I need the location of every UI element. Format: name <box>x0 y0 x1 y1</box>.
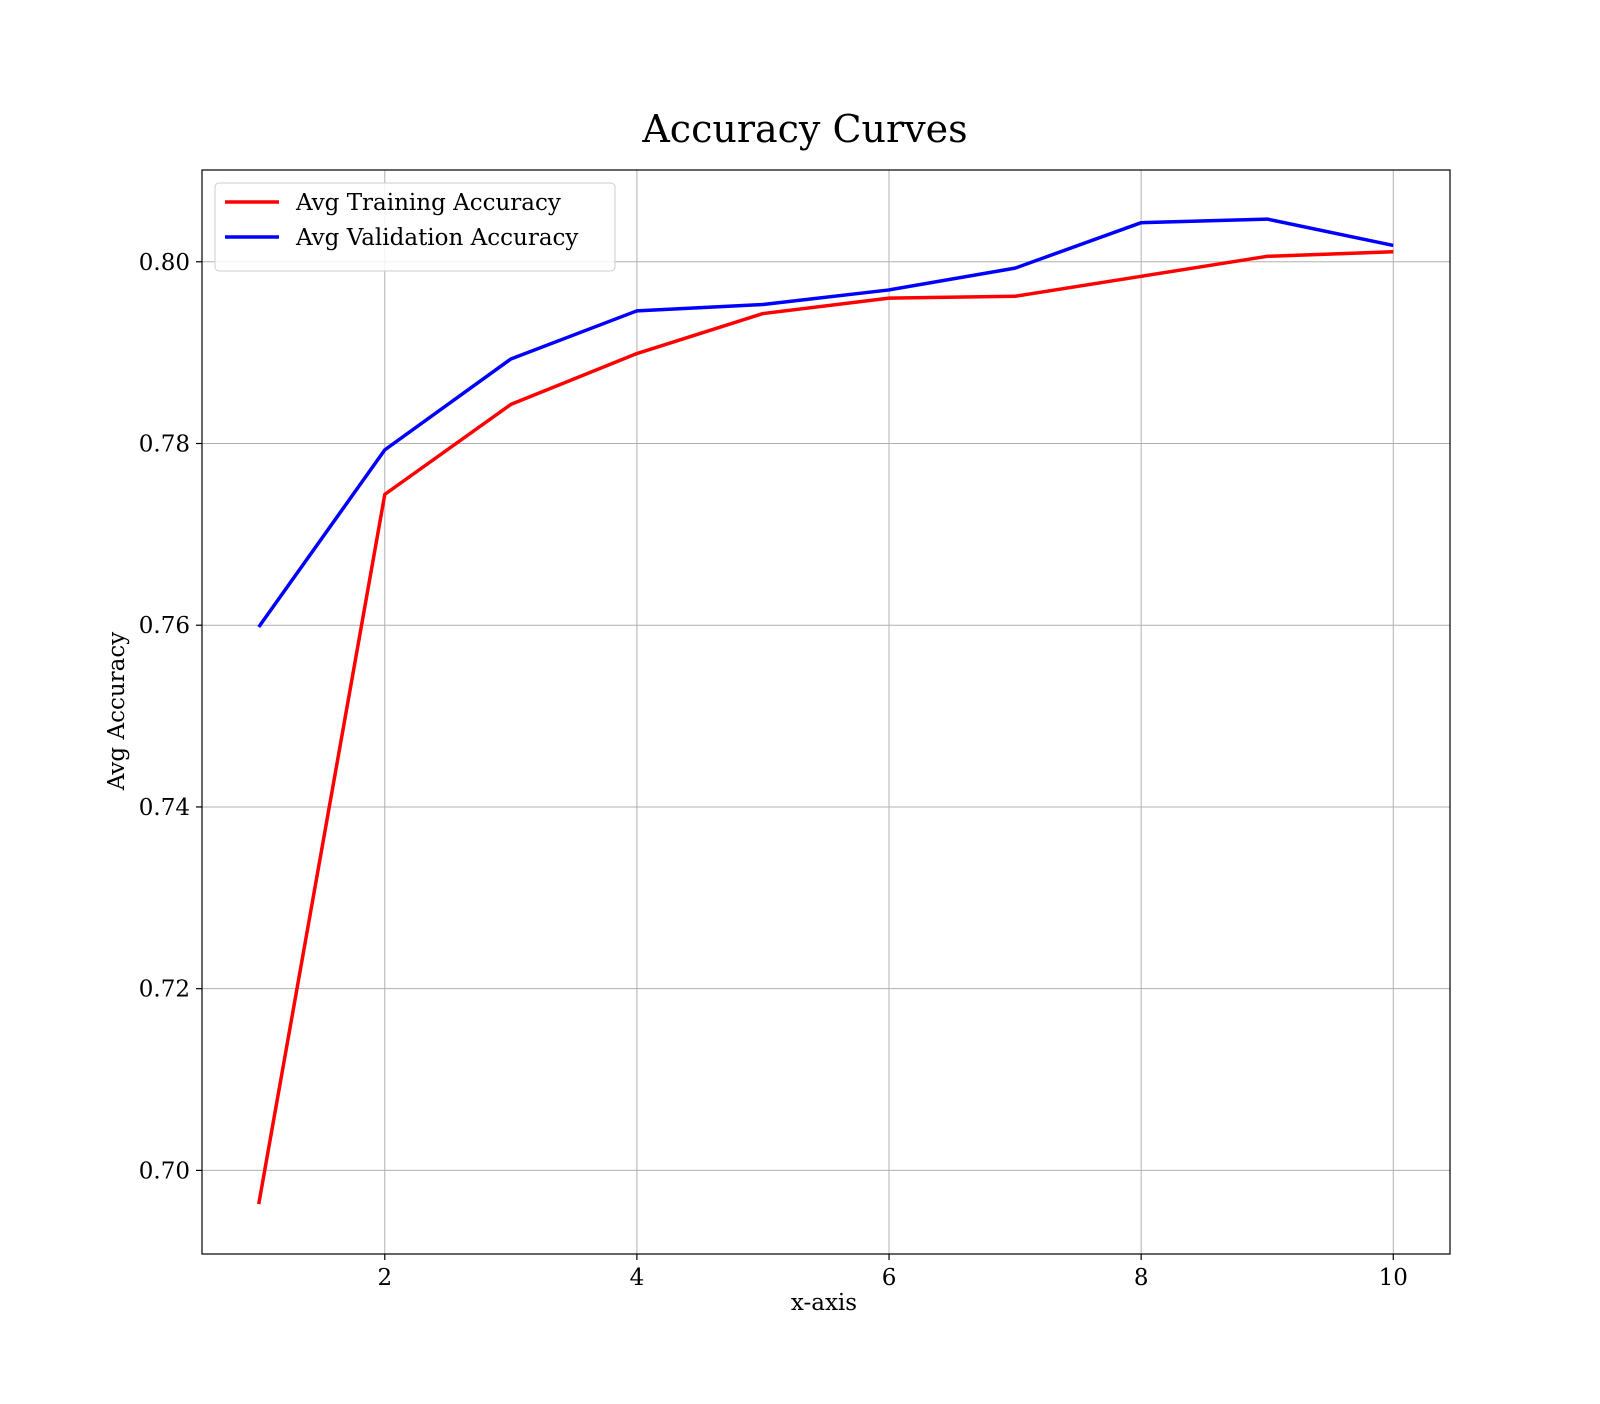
legend-label: Avg Training Accuracy <box>295 190 561 216</box>
x-tick-label: 4 <box>630 1265 645 1291</box>
legend-box <box>214 182 616 272</box>
plot-frame <box>201 169 1451 1255</box>
y-tick-label: 0.72 <box>139 977 190 1003</box>
y-tick-label: 0.78 <box>139 431 190 457</box>
axes <box>196 169 1451 1260</box>
y-tick-label: 0.80 <box>139 250 190 276</box>
y-tick-label: 0.76 <box>139 613 190 639</box>
legend: Avg Training Accuracy Avg Validation Accu… <box>214 182 616 272</box>
series-line-2 <box>257 217 1394 629</box>
x-tick-label: 8 <box>1134 1265 1149 1291</box>
y-tick-label: 0.74 <box>139 795 190 821</box>
x-axis-label: x-axis <box>791 1290 857 1316</box>
tick-labels: 2 4 6 8 10 0.70 0.72 0.74 0.76 0.78 0.80 <box>139 250 1408 1291</box>
x-tick-label: 6 <box>882 1265 897 1291</box>
series-lines <box>257 217 1394 1205</box>
legend-label: Avg Validation Accuracy <box>295 225 578 251</box>
series-line-1 <box>257 250 1394 1205</box>
y-tick-label: 0.70 <box>139 1158 190 1184</box>
chart-title: Accuracy Curves <box>641 107 967 151</box>
x-tick-label: 10 <box>1379 1265 1408 1291</box>
y-axis-label: Avg Accuracy <box>104 632 130 791</box>
x-tick-label: 2 <box>377 1265 392 1291</box>
